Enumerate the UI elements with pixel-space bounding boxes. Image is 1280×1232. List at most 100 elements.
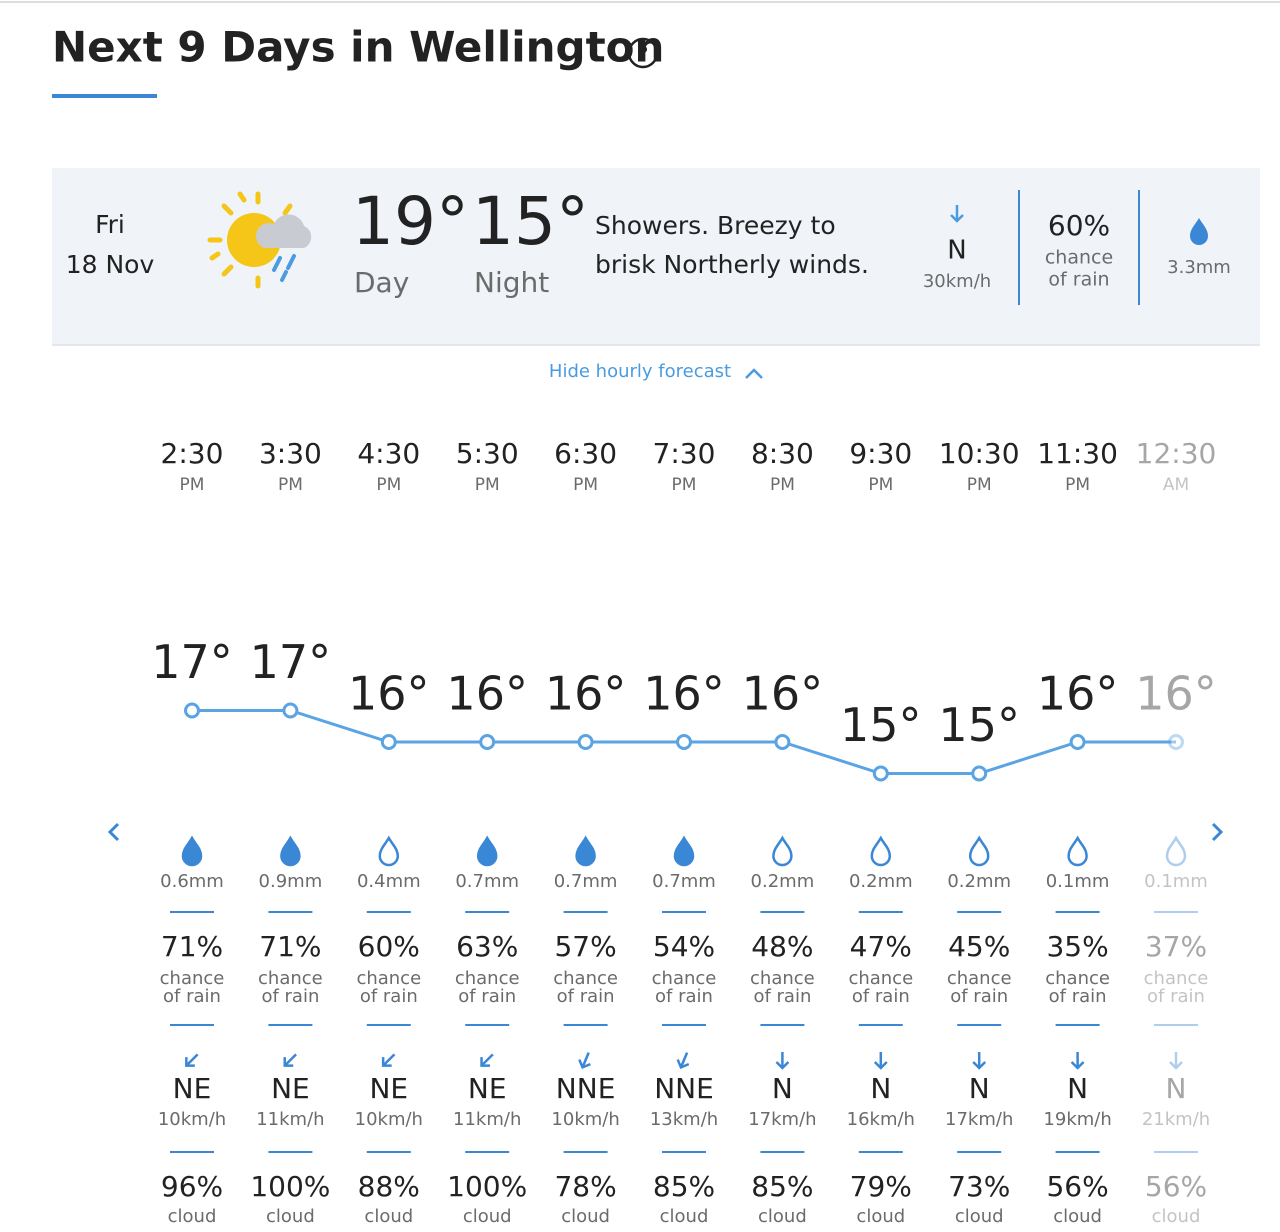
hour-chance-label: of rain <box>1147 986 1205 1007</box>
hour-chance-label: of rain <box>950 986 1008 1007</box>
wind-speed: 30km/h <box>923 271 991 292</box>
hour-cloud: 85% <box>751 1170 813 1203</box>
temp-point <box>774 734 791 750</box>
hour-time: 11:30 <box>1037 437 1118 470</box>
hour-time: 12:30 <box>1136 437 1217 470</box>
hour-wind-speed: 10km/h <box>355 1109 423 1130</box>
wind-arrow-head <box>480 1057 491 1067</box>
hour-wind-speed: 19km/h <box>1043 1109 1111 1130</box>
hour-rain-chance: 71% <box>161 930 223 963</box>
wind-arrow-head <box>676 1059 690 1070</box>
temp-point <box>971 765 988 782</box>
hour-rain-chance: 57% <box>554 930 616 963</box>
wind-arrow <box>381 1053 396 1067</box>
hour-period: PM <box>1065 475 1090 495</box>
hour-chance-label: chance <box>750 968 815 989</box>
hour-wind-dir: NE <box>468 1072 507 1105</box>
hour-rain: 0.7mm <box>455 871 519 892</box>
wind-arrow-shaft <box>679 1052 689 1068</box>
wind-arrow-shaft <box>283 1053 297 1067</box>
hour-time: 6:30 <box>554 437 617 470</box>
hour-cloud-label: cloud <box>1053 1206 1102 1227</box>
wind-arrow <box>1169 1052 1183 1070</box>
hour-wind-dir: NE <box>369 1072 408 1105</box>
hour-chance-label: of rain <box>163 986 221 1007</box>
hour-wind-dir: N <box>969 1072 990 1105</box>
hour-cloud-label: cloud <box>856 1206 905 1227</box>
hour-time: 4:30 <box>357 437 420 470</box>
toggle-chevron[interactable] <box>745 368 763 379</box>
hour-rain: 0.4mm <box>357 871 421 892</box>
temp-point <box>479 734 496 750</box>
toggle-hourly[interactable]: Hide hourly forecast <box>549 361 763 382</box>
rain-chance-label: chance <box>1045 247 1113 269</box>
wind-arrow <box>578 1052 591 1070</box>
hour-cloud: 96% <box>161 1170 223 1203</box>
help-icon[interactable]: ? <box>627 37 659 69</box>
rain-drop <box>870 835 892 867</box>
hour-chance-label: of rain <box>753 986 811 1007</box>
hour-chance-label: of rain <box>655 986 713 1007</box>
hour-chance-label: chance <box>947 968 1012 989</box>
hour-rain: 0.2mm <box>849 871 913 892</box>
hour-cloud-label: cloud <box>955 1206 1004 1227</box>
wind-arrow-head <box>873 1061 888 1070</box>
temp-point <box>872 765 889 782</box>
wind-arrow <box>775 1052 790 1070</box>
toggle-text[interactable]: Hide hourly forecast <box>549 361 731 382</box>
hour-period: PM <box>672 475 697 495</box>
hour-cloud-label: cloud <box>561 1206 610 1227</box>
hour-period: PM <box>967 475 992 495</box>
hour-chance-label: chance <box>848 968 913 989</box>
scroll-right[interactable] <box>1211 822 1224 842</box>
hour-cloud: 100% <box>250 1170 330 1203</box>
hour-rain-chance: 60% <box>358 930 420 963</box>
hour-wind-speed: 13km/h <box>650 1109 718 1130</box>
hour-cloud: 56% <box>1046 1170 1108 1203</box>
svg-text:?: ? <box>638 43 648 64</box>
hour-wind-dir: NNE <box>556 1072 616 1105</box>
temp-point <box>282 702 299 719</box>
rain-drop <box>575 835 596 867</box>
rain-drop <box>1190 218 1208 245</box>
wind-arrow <box>283 1053 297 1067</box>
wind-arrow-head <box>578 1059 591 1070</box>
hour-time: 9:30 <box>849 437 912 470</box>
hour-wind-dir: NE <box>271 1072 310 1105</box>
wind-arrow <box>1070 1052 1085 1070</box>
hour-cloud-label: cloud <box>364 1206 413 1227</box>
wind-arrow <box>873 1052 888 1070</box>
hour-period: PM <box>573 475 598 495</box>
rain-chance: 60% <box>1048 209 1110 242</box>
wind-arrow-shaft <box>581 1052 590 1068</box>
hour-wind-speed: 10km/h <box>551 1109 619 1130</box>
hour-temp: 15° <box>840 698 922 752</box>
hour-rain: 0.7mm <box>652 871 716 892</box>
hour-wind-speed: 11km/h <box>453 1109 521 1130</box>
hour-period: PM <box>770 475 795 495</box>
scroll-left[interactable] <box>107 822 120 842</box>
hour-cloud-label: cloud <box>266 1206 315 1227</box>
wind-arrow-head <box>381 1057 392 1067</box>
hour-cloud-label: cloud <box>463 1206 512 1227</box>
description: Showers. Breezy to <box>595 211 836 240</box>
hour-wind-dir: N <box>1067 1072 1088 1105</box>
page-title: Next 9 Days in Wellington <box>52 23 664 72</box>
hour-rain: 0.7mm <box>554 871 618 892</box>
title-underline <box>52 94 157 98</box>
rain-amount: 3.3mm <box>1167 257 1231 278</box>
hour-wind-dir: NNE <box>654 1072 714 1105</box>
hour-period: PM <box>475 475 500 495</box>
hour-temp: 16° <box>545 667 627 721</box>
low-label: Night <box>474 266 549 299</box>
hour-wind-speed: 11km/h <box>256 1109 324 1130</box>
hour-rain-chance: 71% <box>259 930 321 963</box>
